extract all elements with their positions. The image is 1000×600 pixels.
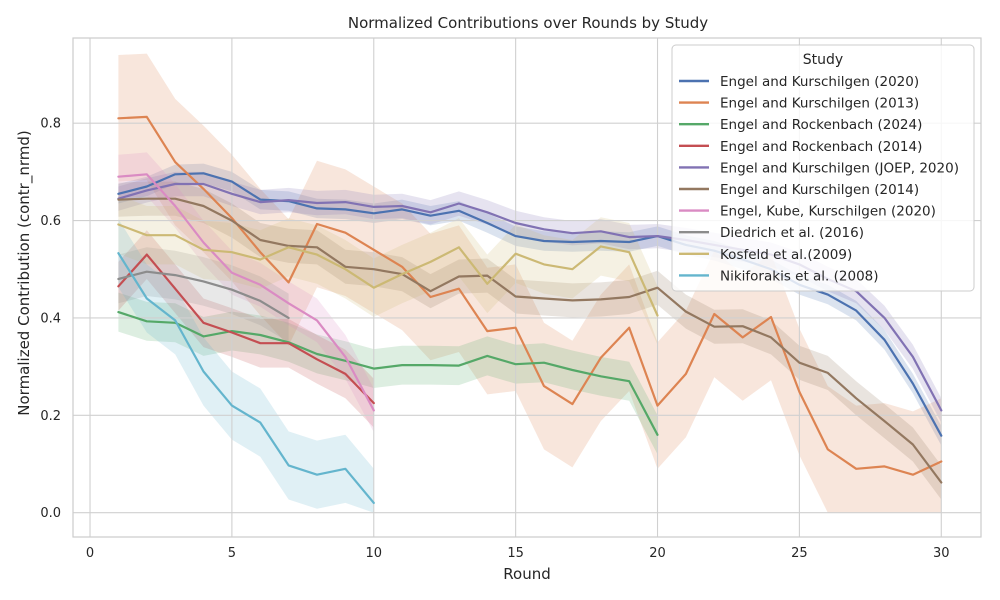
ci-band-kosfeld-et-al-2009: [118, 195, 658, 345]
legend-label-engel-and-kurschilgen-joep-2020: Engel and Kurschilgen (JOEP, 2020): [720, 160, 959, 176]
x-tick-label: 5: [228, 546, 236, 561]
ci-band-nikiforakis-et-al-2008: [118, 219, 374, 513]
x-tick-label: 20: [649, 546, 666, 561]
y-tick-label: 0.4: [40, 311, 61, 326]
x-axis-label: Round: [503, 565, 550, 583]
ci-band-engel-kube-kurschilgen-2020: [118, 152, 374, 433]
legend-label-kosfeld-et-al-2009: Kosfeld et al.(2009): [720, 247, 852, 263]
legend-title: Study: [803, 52, 843, 68]
legend-label-engel-and-kurschilgen-2020: Engel and Kurschilgen (2020): [720, 74, 919, 90]
legend-label-nikiforakis-et-al-2008: Nikiforakis et al. (2008): [720, 268, 879, 284]
legend-label-engel-kube-kurschilgen-2020: Engel, Kube, Kurschilgen (2020): [720, 204, 936, 220]
series-line-engel-and-kurschilgen-2014: [117, 197, 943, 484]
series-line-engel-and-kurschilgen-2013: [117, 115, 943, 476]
legend-label-engel-and-rockenbach-2014: Engel and Rockenbach (2014): [720, 139, 922, 155]
y-axis-label: Normalized Contribution (contr_nrmd): [15, 130, 34, 415]
plot-frame: [72, 37, 982, 538]
y-tick-label: 0.0: [40, 506, 61, 521]
x-tick-label: 30: [933, 546, 950, 561]
series-line-engel-and-rockenbach-2024: [117, 311, 659, 436]
y-tick-label: 0.8: [40, 117, 61, 132]
legend: Study Engel and Kurschilgen (2020) Engel a…: [671, 44, 975, 292]
ci-band-engel-and-kurschilgen-2013: [118, 53, 942, 513]
x-tick-label: 15: [507, 546, 524, 561]
x-tick-label: 10: [366, 546, 383, 561]
legend-box: [671, 44, 975, 292]
legend-label-diedrich-et-al-2016: Diedrich et al. (2016): [720, 225, 864, 241]
y-tick-label: 0.6: [40, 214, 61, 229]
ci-band-engel-and-kurschilgen-joep-2020: [118, 171, 942, 423]
y-tick-label: 0.2: [40, 409, 61, 424]
series-line-diedrich-et-al-2016: [117, 270, 290, 319]
series-line-engel-kube-kurschilgen-2020: [117, 173, 375, 412]
x-tick-label: 25: [791, 546, 808, 561]
ci-band-engel-and-kurschilgen-2014: [118, 181, 942, 500]
legend-label-engel-and-rockenbach-2024: Engel and Rockenbach (2024): [720, 117, 922, 133]
series-line-engel-and-rockenbach-2014: [117, 253, 375, 405]
legend-label-engel-and-kurschilgen-2014: Engel and Kurschilgen (2014): [720, 182, 919, 198]
x-tick-label: 0: [86, 546, 94, 561]
legend-label-engel-and-kurschilgen-2013: Engel and Kurschilgen (2013): [720, 96, 919, 112]
series-line-nikiforakis-et-al-2008: [117, 252, 375, 504]
series-line-kosfeld-et-al-2009: [117, 223, 659, 317]
axis-ticks: 0 5 10 15 20 25 30 0.0 0.2 0.4 0.6 0.8: [40, 117, 949, 561]
ci-band-engel-and-rockenbach-2014: [118, 230, 374, 428]
chart-title: Normalized Contributions over Rounds by …: [348, 14, 708, 32]
